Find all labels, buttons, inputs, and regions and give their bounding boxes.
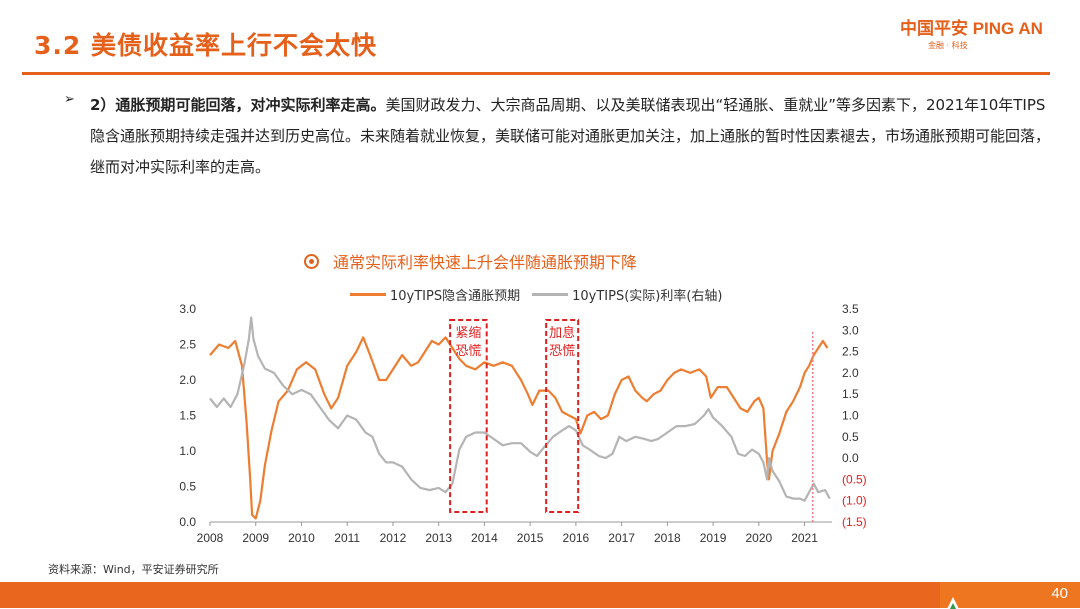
x-tick-label: 2011 xyxy=(334,531,360,545)
y-right-tick-label: 0.0 xyxy=(842,451,859,465)
y-right-tick-label: 2.5 xyxy=(842,345,859,359)
annotation-label: 加息 xyxy=(549,325,575,340)
target-bullet-icon xyxy=(304,254,319,269)
y-right-tick-label: (0.5) xyxy=(842,472,867,486)
y-right-tick-label: 3.5 xyxy=(842,302,859,316)
y-left-tick-label: 1.0 xyxy=(179,444,196,458)
legend-swatch-real-rate xyxy=(532,293,569,296)
brand-corner-icon xyxy=(947,597,959,609)
logo-subtitle: 金融 · 科技 xyxy=(928,41,968,50)
series-line-real-rate xyxy=(209,316,831,502)
annotation-label: 恐慌 xyxy=(549,343,575,358)
x-tick-label: 2015 xyxy=(517,531,544,545)
y-right-tick-label: 2.0 xyxy=(842,366,859,380)
y-left-tick-label: 0.0 xyxy=(179,515,196,529)
annotation-box xyxy=(449,319,488,513)
annotation-box xyxy=(545,319,580,513)
x-tick-label: 2018 xyxy=(654,531,681,545)
x-tick-label: 2021 xyxy=(791,531,818,545)
annotation-label: 紧缩 xyxy=(455,325,481,340)
x-tick-label: 2008 xyxy=(197,531,224,545)
line-chart: 0.0 0.5 1.0 1.5 2.0 2.5 3.0 (1.5) (1.0) (0.5) 0.0 0… xyxy=(179,302,867,545)
y-left-tick-label: 0.5 xyxy=(179,480,196,494)
footer-bar-left xyxy=(0,582,940,608)
x-tick-label: 2017 xyxy=(608,531,635,545)
page-title: 3.2 美债收益率上行不会太快 xyxy=(34,31,377,60)
page-number: 40 xyxy=(1051,585,1068,602)
footer-bar: 40 xyxy=(0,582,1080,608)
y-right-tick-label: (1.0) xyxy=(842,494,867,508)
y-left-tick-label: 3.0 xyxy=(179,302,196,316)
chart-legend: 10yTIPS隐含通胀预期 10yTIPS(实际)利率(右轴) xyxy=(350,285,723,304)
x-tick-label: 2014 xyxy=(471,531,498,545)
y-left-tick-label: 1.5 xyxy=(179,409,196,423)
x-tick-label: 2009 xyxy=(242,531,269,545)
brand-logo: 中国平安 PING AN 金融 · 科技 xyxy=(900,14,1070,50)
y-left-tick-label: 2.5 xyxy=(179,338,196,352)
y-right-tick-label: 1.0 xyxy=(842,409,859,423)
x-tick-label: 2020 xyxy=(745,531,772,545)
series-line-inflation-expectation xyxy=(209,336,829,520)
body-text: 美国财政发力、大宗商品周期、以及美联储表现出“轻通胀、重就业”等多因素下，202… xyxy=(90,96,1051,176)
annotation-label: 恐慌 xyxy=(455,343,481,358)
x-tick-label: 2013 xyxy=(425,531,452,545)
x-tick-label: 2012 xyxy=(380,531,407,545)
x-tick-label: 2019 xyxy=(700,531,727,545)
body-paragraph: 2）通胀预期可能回落，对冲实际利率走高。美国财政发力、大宗商品周期、以及美联储表… xyxy=(90,90,1050,183)
chart-title-text: 通常实际利率快速上升会伴随通胀预期下降 xyxy=(333,253,638,272)
source-note: 资料来源：Wind，平安证券研究所 xyxy=(48,563,219,576)
chart-title: 通常实际利率快速上升会伴随通胀预期下降 xyxy=(304,249,637,273)
legend-label-inflation: 10yTIPS隐含通胀预期 xyxy=(390,289,521,304)
legend-label-real-rate: 10yTIPS(实际)利率(右轴) xyxy=(572,289,723,304)
y-right-tick-label: 1.5 xyxy=(842,387,859,401)
logo-text: 中国平安 PING AN xyxy=(900,19,1043,38)
y-left-tick-label: 2.0 xyxy=(179,373,196,387)
bullet-arrow-icon: ➢ xyxy=(64,92,75,107)
title-divider xyxy=(22,72,1050,75)
body-heading: 2）通胀预期可能回落，对冲实际利率走高。 xyxy=(90,96,386,114)
y-right-tick-label: 0.5 xyxy=(842,430,859,444)
x-tick-label: 2010 xyxy=(288,531,315,545)
x-tick-label: 2016 xyxy=(563,531,590,545)
y-right-tick-label: (1.5) xyxy=(842,515,867,529)
legend-swatch-inflation xyxy=(350,293,386,296)
y-right-tick-label: 3.0 xyxy=(842,323,859,337)
